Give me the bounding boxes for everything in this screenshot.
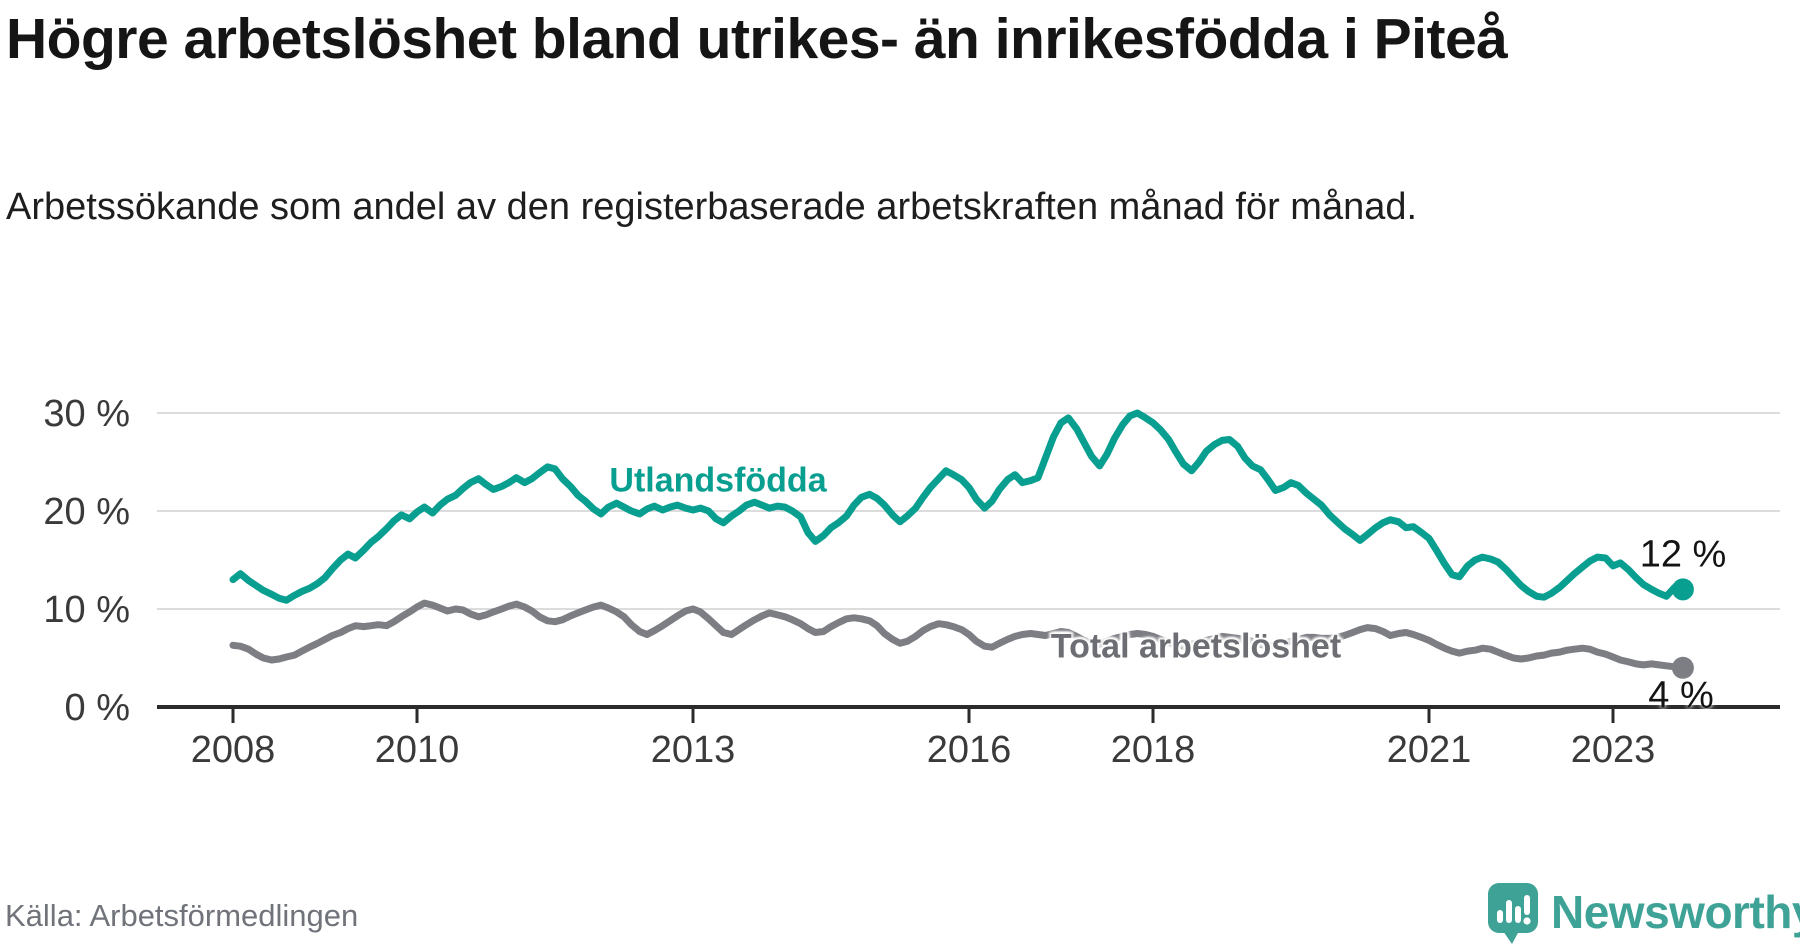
y-tick-label-30: 30 % — [43, 393, 130, 435]
series-end-dot-total — [1671, 656, 1694, 679]
x-tick-label-2023: 2023 — [1571, 729, 1656, 771]
series-line-utlandsfodda — [229, 409, 1687, 604]
end-value-label-total: 4 % — [1648, 674, 1714, 717]
y-tick-label-20: 20 % — [43, 491, 130, 533]
newsworthy-logo-icon — [1488, 883, 1538, 944]
newsworthy-logo: Newsworthy — [1488, 883, 1800, 944]
x-tick-label-2013: 2013 — [651, 729, 736, 771]
series-label-utlandsfodda: Utlandsfödda — [609, 461, 827, 500]
x-tick-label-2021: 2021 — [1387, 729, 1472, 771]
x-tick-label-2016: 2016 — [927, 729, 1012, 771]
series-label-total-arbetsloshet: Total arbetslöshet — [1050, 627, 1342, 666]
y-tick-label-0: 0 % — [65, 687, 130, 729]
page-title: Högre arbetslöshet bland utrikes- än inr… — [6, 7, 1508, 71]
series-line-total — [229, 599, 1687, 672]
x-tick-label-2010: 2010 — [375, 729, 460, 771]
end-value-label-utlandsfodda: 12 % — [1639, 533, 1727, 576]
x-tick-label-2008: 2008 — [191, 729, 276, 771]
source-attribution: Källa: Arbetsförmedlingen — [5, 898, 359, 933]
newsworthy-logo-text: Newsworthy — [1551, 886, 1800, 938]
chart-subtitle: Arbetssökande som andel av den registerb… — [6, 186, 1418, 228]
series-end-dot-utlandsfodda — [1671, 578, 1694, 601]
y-tick-label-10: 10 % — [43, 589, 130, 631]
x-tick-label-2018: 2018 — [1111, 729, 1196, 771]
